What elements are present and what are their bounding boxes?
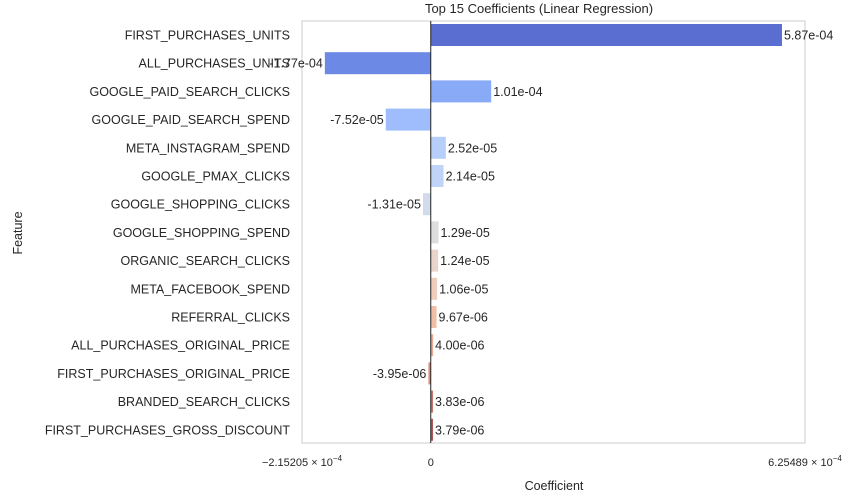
value-labels-group: 5.87e-04 -1.77e-04 1.01e-04 -7.52e-05 2.52e-… [269,29,833,438]
x-ticks-group: −2.15205 × 10−4 0 6.25489 × 10−4 [262,454,842,469]
bar-all-purchases-original-price [430,334,434,357]
value-label: 1.29e-05 [440,226,489,240]
bar-meta-instagram-spend [430,136,446,159]
bar-organic-search-clicks [430,249,439,272]
value-label: -3.95e-06 [373,367,427,381]
value-label: 1.24e-05 [440,254,489,268]
plot-frame [301,20,806,444]
category-label: ALL_PURCHASES_UNITS [139,57,290,71]
value-label: 1.01e-04 [493,85,542,99]
value-label: -7.52e-05 [330,113,384,127]
value-label: 2.52e-05 [448,141,497,155]
bar-first-purchases-units [430,24,782,46]
value-label: 5.87e-04 [784,29,833,43]
category-label: ORGANIC_SEARCH_CLICKS [121,254,291,268]
x-axis-label: Coefficient [525,479,584,493]
category-label: META_INSTAGRAM_SPEND [126,141,290,155]
category-label: FIRST_PURCHASES_UNITS [125,29,290,43]
bar-google-paid-search-clicks [430,80,492,103]
bar-google-shopping-clicks [422,193,431,216]
chart-title: Top 15 Coefficients (Linear Regression) [425,1,653,16]
bars-group [324,21,782,443]
bar-google-shopping-spend [430,221,439,244]
value-label: 1.06e-05 [439,282,488,296]
category-label: GOOGLE_PAID_SEARCH_SPEND [92,113,290,127]
category-label: GOOGLE_SHOPPING_SPEND [113,226,290,240]
bar-referral-clicks [430,306,437,328]
category-label: BRANDED_SEARCH_CLICKS [118,395,290,409]
category-label: GOOGLE_SHOPPING_CLICKS [111,198,290,212]
value-label: 9.67e-06 [439,311,488,325]
category-label: GOOGLE_PAID_SEARCH_CLICKS [89,85,290,99]
bar-google-paid-search-spend [385,108,431,131]
category-labels-group: FIRST_PURCHASES_UNITS ALL_PURCHASES_UNITS… [45,29,291,438]
category-label: REFERRAL_CLICKS [171,311,290,325]
bar-first-purchases-gross-discount [430,418,434,441]
value-label: 3.83e-06 [435,395,484,409]
x-tick-label: −2.15205 × 10−4 [262,454,343,469]
y-axis-label: Feature [11,211,25,254]
category-label: META_FACEBOOK_SPEND [130,282,290,296]
x-tick-label: 6.25489 × 10−4 [768,454,842,469]
bar-all-purchases-units [324,52,431,75]
value-label: -1.77e-04 [269,57,323,71]
bar-first-purchases-original-price [428,362,431,385]
category-label: FIRST_PURCHASES_GROSS_DISCOUNT [45,423,291,437]
category-label: FIRST_PURCHASES_ORIGINAL_PRICE [57,367,290,381]
value-label: -1.31e-05 [367,198,421,212]
category-label: ALL_PURCHASES_ORIGINAL_PRICE [71,339,290,353]
bar-google-pmax-clicks [430,165,444,187]
x-tick-label: 0 [428,457,434,469]
value-label: 3.79e-06 [435,423,484,437]
bar-branded-search-clicks [430,390,434,413]
bar-meta-facebook-spend [430,277,438,300]
category-label: GOOGLE_PMAX_CLICKS [141,170,290,184]
value-label: 2.14e-05 [446,170,495,184]
value-label: 4.00e-06 [435,339,484,353]
